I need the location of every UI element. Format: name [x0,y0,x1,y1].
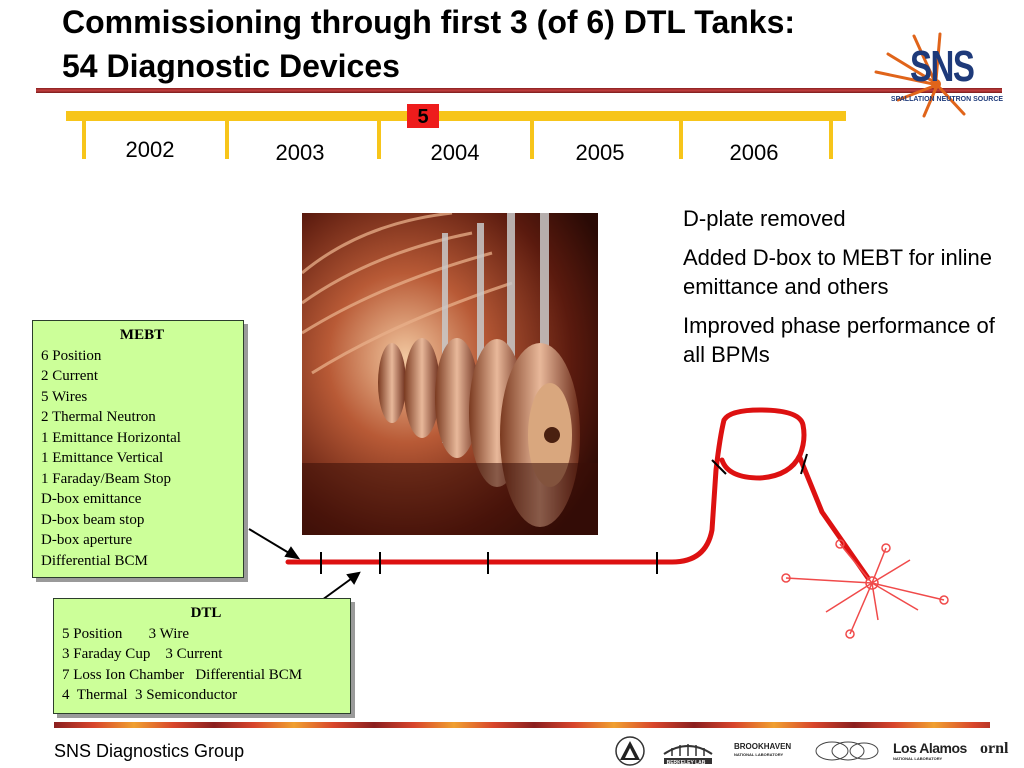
mebt-item: 1 Emittance Vertical [41,450,164,466]
note-item: Improved phase performance of all BPMs [683,313,995,367]
title-divider [36,88,1002,93]
brookhaven-logo: BROOKHAVEN [734,742,792,751]
berkeley-lab-name: BERKELEY LAB [666,760,706,766]
footer-group-name: SNS Diagnostics Group [54,741,245,761]
timeline-bar [66,111,846,121]
mebt-item: D-box emittance [41,491,142,507]
timeline-tick [530,111,534,159]
timeline-marker: 5 [407,104,439,128]
timeline-tick [82,111,86,159]
mebt-item: 6 Position [41,347,102,364]
berkeley-lab-logo [663,744,713,764]
ornl-logo: ornl [980,740,1009,757]
timeline-year: 2002 [125,137,175,162]
timeline-year: 2005 [575,140,625,165]
mebt-item: 2 Thermal Neutron [41,409,156,425]
timeline-tick [679,111,683,159]
timeline-year: 2003 [275,140,325,165]
mebt-item: D-box beam stop [41,511,145,528]
dtl-tank-photo [302,213,598,535]
dtl-item: 3 Faraday Cup 3 Current [62,646,223,662]
title-line-1: Commissioning through first 3 (of 6) DTL… [62,4,796,40]
mebt-item: 1 Emittance Horizontal [41,429,181,446]
timeline-year: 2006 [729,140,779,165]
sns-logo-subtitle: SPALLATION NEUTRON SOURCE [890,96,1004,103]
target-beamlines [781,539,949,639]
dtl-device-list: DTL 5 Position 3 Wire 3 Faraday Cup 3 Cu… [53,598,351,714]
brookhaven-sub: NATIONAL LABORATORY [734,752,784,757]
dtl-item: 4 Thermal 3 Semiconductor [62,687,238,703]
mebt-title: MEBT [119,327,165,343]
mebt-item: 1 Faraday/Beam Stop [41,470,171,487]
sns-logo [874,32,966,118]
slide-title: Commissioning through first 3 (of 6) DTL… [62,0,795,88]
timeline-tick [829,111,833,159]
footer-divider [54,722,990,728]
note-item: Added D-box to MEBT for inline emittance… [683,245,992,299]
argonne-logo [615,736,645,766]
note-item: D-plate removed [683,206,846,231]
timeline-tick [377,111,381,159]
change-notes: D-plate removed Added D-box to MEBT for … [683,204,1003,379]
dtl-title: DTL [190,605,222,621]
mebt-item: D-box aperture [41,532,133,548]
mebt-item: 2 Current [41,368,99,384]
los-alamos-sub: NATIONAL LABORATORY [893,756,943,761]
dtl-item: 7 Loss Ion Chamber Differential BCM [62,666,303,683]
jefferson-lab-logo [815,741,879,761]
beamline-ring-exit [797,455,871,581]
mebt-device-list: MEBT 6 Position 2 Current 5 Wires 2 Ther… [32,320,244,578]
los-alamos-logo: Los Alamos [893,740,967,756]
mebt-item: Differential BCM [41,552,148,569]
title-line-2: 54 Diagnostic Devices [62,48,400,84]
dtl-item: 5 Position 3 Wire [62,625,190,642]
timeline-year: 2004 [430,140,480,165]
beamline-linac [285,407,807,565]
timeline-tick [225,111,229,159]
sns-logo-wordmark: SNS [910,42,975,91]
mebt-item: 5 Wires [41,388,88,405]
